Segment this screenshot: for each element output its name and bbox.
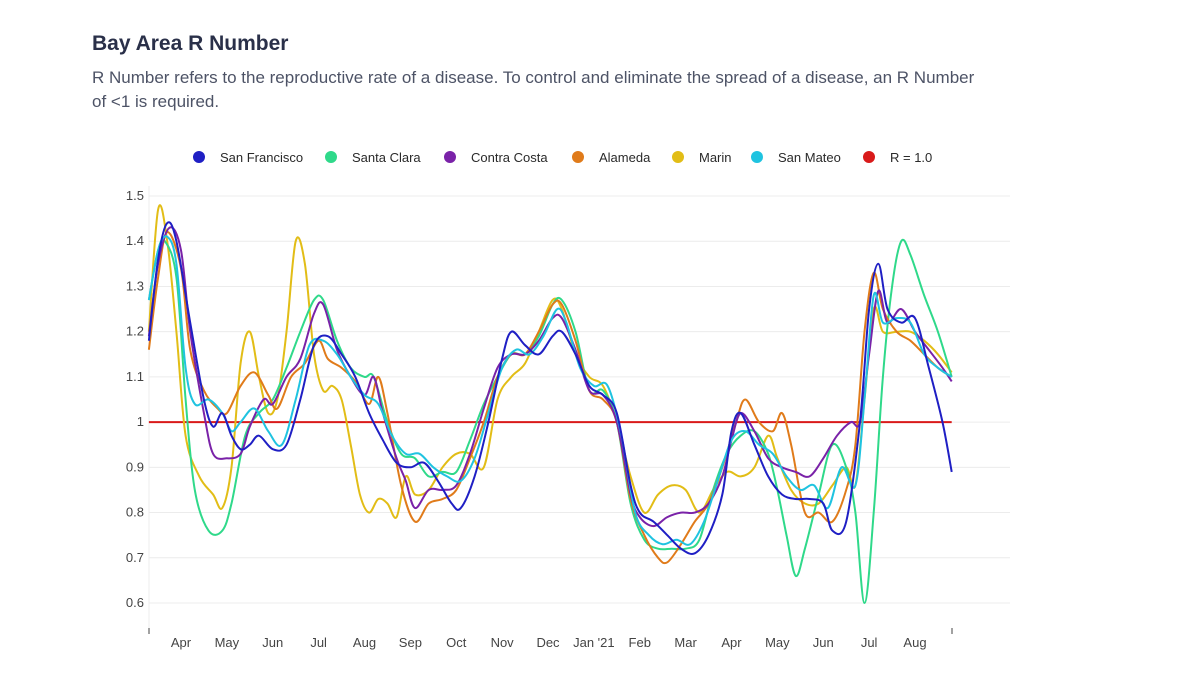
series-line-santa-clara — [147, 238, 953, 604]
legend-item[interactable]: San Mateo — [751, 150, 841, 165]
y-tick-label: 1.5 — [126, 188, 144, 203]
chart-title: Bay Area R Number — [92, 32, 289, 55]
x-tick-label: Mar — [674, 635, 697, 650]
series-line-san-francisco — [147, 221, 953, 555]
legend-item[interactable]: Contra Costa — [444, 150, 548, 165]
x-axis: Apr May Jun Jul Aug Sep Oct Nov Dec Jan '21 Feb Mar… — [148, 628, 953, 650]
y-tick-label: 1 — [137, 414, 144, 429]
legend-label: San Mateo — [778, 150, 841, 165]
x-tick-label: Aug — [903, 635, 926, 650]
legend-marker — [444, 151, 456, 163]
y-tick-label: 0.6 — [126, 595, 144, 610]
y-tick-label: 1.4 — [126, 233, 144, 248]
legend-marker — [572, 151, 584, 163]
legend-label: San Francisco — [220, 150, 303, 165]
x-tick-label: Jul — [310, 635, 327, 650]
legend-item[interactable]: Marin — [672, 150, 732, 165]
series-line-contra-costa — [147, 226, 953, 528]
legend-label: R = 1.0 — [890, 150, 932, 165]
series-line-san-mateo — [147, 235, 953, 546]
legend-label: Alameda — [599, 150, 651, 165]
x-tick-label: Apr — [171, 635, 192, 650]
legend-label: Santa Clara — [352, 150, 421, 165]
legend-label: Contra Costa — [471, 150, 548, 165]
legend-marker — [193, 151, 205, 163]
y-tick-label: 0.9 — [126, 459, 144, 474]
x-tick-label: Apr — [721, 635, 742, 650]
chart-subtitle: R Number refers to the reproductive rate… — [92, 68, 975, 111]
legend-item[interactable]: Alameda — [572, 150, 651, 165]
x-tick-label: Aug — [353, 635, 376, 650]
legend-label: Marin — [699, 150, 732, 165]
legend-marker — [751, 151, 763, 163]
legend-item[interactable]: San Francisco — [193, 150, 303, 165]
series-lines — [147, 204, 953, 604]
legend: San Francisco Santa Clara Contra Costa Alam… — [193, 150, 932, 165]
x-tick-label: Jun — [813, 635, 834, 650]
y-tick-label: 1.2 — [126, 324, 144, 339]
legend-marker — [672, 151, 684, 163]
x-tick-label: Nov — [491, 635, 515, 650]
y-tick-label: 0.8 — [126, 505, 144, 520]
x-tick-label: Sep — [399, 635, 422, 650]
y-axis: 0.6 0.7 0.8 0.9 1 1.1 1.2 1.3 1.4 1.5 — [126, 188, 144, 610]
x-tick-label: Jan '21 — [573, 635, 615, 650]
x-tick-label: Feb — [629, 635, 651, 650]
x-tick-label: Oct — [446, 635, 467, 650]
legend-marker — [325, 151, 337, 163]
legend-marker — [863, 151, 875, 163]
x-tick-label: May — [215, 635, 240, 650]
x-tick-label: Jun — [262, 635, 283, 650]
x-tick-label: Jul — [861, 635, 878, 650]
legend-item[interactable]: R = 1.0 — [863, 150, 932, 165]
y-tick-label: 1.3 — [126, 278, 144, 293]
y-tick-label: 0.7 — [126, 550, 144, 565]
legend-item[interactable]: Santa Clara — [325, 150, 421, 165]
y-tick-label: 1.1 — [126, 369, 144, 384]
series-line-marin — [147, 204, 953, 519]
x-tick-label: Dec — [536, 635, 560, 650]
series-line-alameda — [147, 231, 953, 565]
x-tick-label: May — [765, 635, 790, 650]
